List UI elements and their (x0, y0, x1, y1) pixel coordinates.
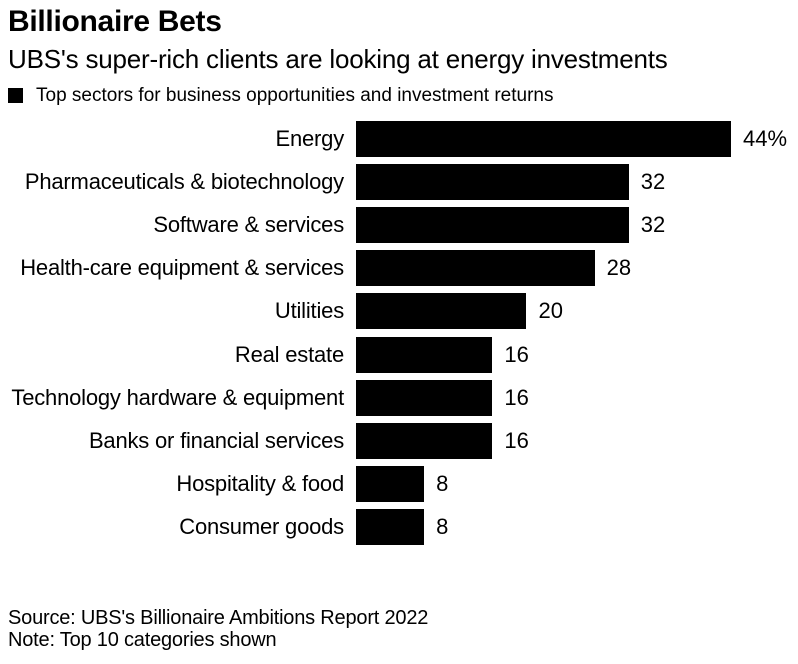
bar (356, 120, 731, 157)
value-label: 8 (436, 471, 449, 497)
chart-row: Technology hardware & equipment 16 (0, 376, 798, 419)
chart-subtitle: UBS's super-rich clients are looking at … (8, 44, 668, 74)
category-label: Software & services (153, 211, 344, 237)
source-note: Source: UBS's Billionaire Ambitions Repo… (8, 607, 429, 629)
chart-row: Consumer goods 8 (0, 506, 798, 549)
value-label: 28 (606, 255, 632, 281)
bar (356, 466, 425, 503)
chart-row: Real estate 16 (0, 333, 798, 376)
value-label: 16 (504, 427, 529, 453)
legend-swatch-icon (8, 88, 23, 103)
chart-row: Software & services 32 (0, 203, 798, 246)
bar (356, 509, 425, 546)
category-label: Health-care equipment & services (20, 255, 344, 281)
bar (356, 379, 493, 416)
chart-row: Energy 44% (0, 117, 798, 160)
category-label: Technology hardware & equipment (11, 384, 344, 410)
bar-chart: Energy 44% Pharmaceuticals & biotechnology… (0, 117, 798, 549)
footer: Source: UBS's Billionaire Ambitions Repo… (8, 607, 428, 651)
bar (356, 293, 527, 330)
bar (356, 336, 493, 373)
category-label: Real estate (234, 341, 344, 367)
bar (356, 163, 629, 200)
category-label: Pharmaceuticals & biotechnology (24, 168, 344, 194)
footnote: Note: Top 10 categories shown (8, 629, 277, 651)
category-label: Consumer goods (179, 514, 344, 540)
chart-row: Hospitality & food 8 (0, 463, 798, 506)
legend: Top sectors for business opportunities a… (8, 84, 554, 107)
category-label: Hospitality & food (176, 471, 344, 497)
category-label: Utilities (274, 298, 344, 324)
chart-row: Banks or financial services 16 (0, 419, 798, 462)
category-label: Banks or financial services (88, 427, 344, 453)
value-label: 44% (743, 125, 788, 151)
bar (356, 422, 493, 459)
bar (356, 206, 629, 243)
value-label: 16 (504, 341, 529, 367)
value-label: 16 (504, 384, 529, 410)
chart-row: Health-care equipment & services 28 (0, 247, 798, 290)
category-label: Energy (275, 125, 344, 151)
legend-label: Top sectors for business opportunities a… (36, 85, 554, 106)
bar (356, 250, 595, 287)
chart-row: Pharmaceuticals & biotechnology 32 (0, 160, 798, 203)
chart-row: Utilities 20 (0, 290, 798, 333)
value-label: 20 (538, 298, 563, 324)
value-label: 8 (436, 514, 449, 540)
value-label: 32 (640, 211, 666, 237)
chart-title: Billionaire Bets (8, 5, 222, 38)
value-label: 32 (640, 168, 666, 194)
chart-rows: Energy 44% Pharmaceuticals & biotechnology… (0, 117, 798, 549)
